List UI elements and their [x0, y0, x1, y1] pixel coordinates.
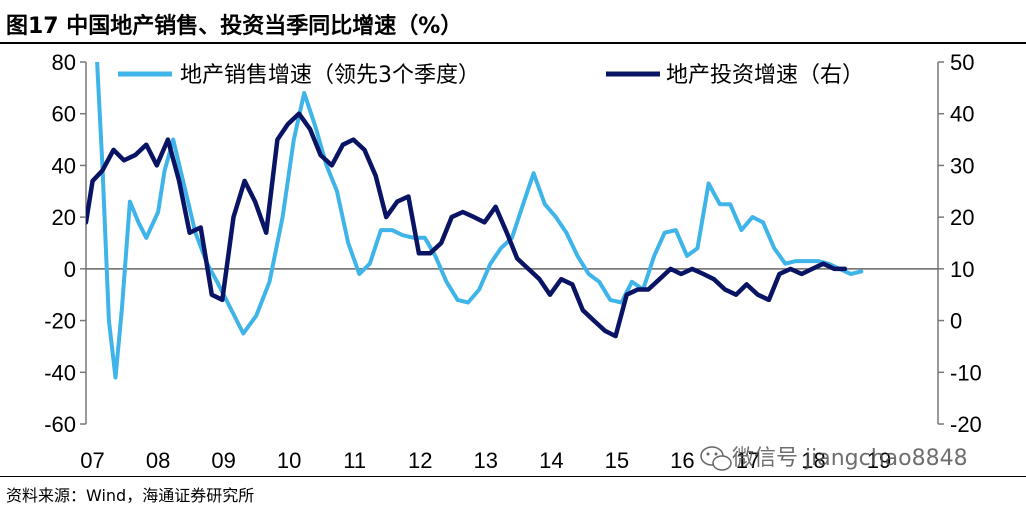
x-tick-label: 18: [801, 448, 825, 473]
y-left-tick-label: 40: [52, 153, 76, 178]
y-left-tick-label: -60: [44, 412, 76, 437]
footer-rule: [0, 476, 1026, 477]
x-tick-label: 08: [146, 448, 170, 473]
title-bar: 图17 中国地产销售、投资当季同比增速（%）: [0, 0, 1026, 44]
chart-title: 图17 中国地产销售、投资当季同比增速（%）: [6, 14, 463, 39]
x-tick-label: 10: [277, 448, 301, 473]
watermark-group: 微信号 jiangchao8848: [700, 446, 968, 471]
wechat-icon: [700, 446, 732, 471]
y-left-tick-label: 80: [52, 50, 76, 75]
x-tick-label: 15: [605, 448, 629, 473]
y-right-tick-label: -20: [950, 412, 982, 437]
y-right-tick-label: -10: [950, 360, 982, 385]
y-left-tick-label: -40: [44, 360, 76, 385]
x-tick-label: 17: [736, 448, 760, 473]
y-left-tick-label: 0: [64, 257, 76, 282]
x-tick-label: 16: [670, 448, 694, 473]
x-tick-label: 12: [408, 448, 432, 473]
y-left-tick-label: -20: [44, 309, 76, 334]
legend-item-sales-label: 地产销售增速（领先3个季度）: [180, 63, 480, 88]
x-tick-label: 07: [80, 448, 104, 473]
y-left-tick-label: 20: [52, 205, 76, 230]
series-line-sales: [95, 62, 864, 380]
x-tick-label: 14: [539, 448, 563, 473]
y-right-tick-label: 10: [950, 257, 974, 282]
legend-item-investment-label: 地产投资增速（右）: [666, 63, 864, 88]
x-tick-label: 11: [343, 448, 366, 473]
y-right-tick-label: 30: [950, 153, 974, 178]
watermark-text: 微信号 jiangchao8848: [732, 446, 968, 471]
x-tick-label: 19: [867, 448, 891, 473]
chart-legend: 地产销售增速（领先3个季度） 地产投资增速（右）: [118, 63, 864, 88]
x-tick-label: 09: [211, 448, 235, 473]
series-line-investment: [86, 111, 848, 339]
source-note: 资料来源：Wind，海通证券研究所: [6, 486, 255, 505]
chart-ticks: -60 -40 -20 0 20 40 60 80 -20 -10 0 10 20 30 40 50 07 08 0…: [44, 50, 982, 473]
title-rule: [0, 42, 1026, 44]
chart-svg: -60 -40 -20 0 20 40 60 80 -20 -10 0 10 20 30 40 50 07 08 0…: [44, 50, 982, 473]
y-left-tick-label: 60: [52, 102, 76, 127]
y-right-tick-label: 20: [950, 205, 974, 230]
y-right-tick-label: 50: [950, 50, 974, 75]
chart-series: [86, 62, 864, 380]
x-tick-label: 13: [474, 448, 498, 473]
y-right-tick-label: 40: [950, 102, 974, 127]
y-right-tick-label: 0: [950, 309, 962, 334]
